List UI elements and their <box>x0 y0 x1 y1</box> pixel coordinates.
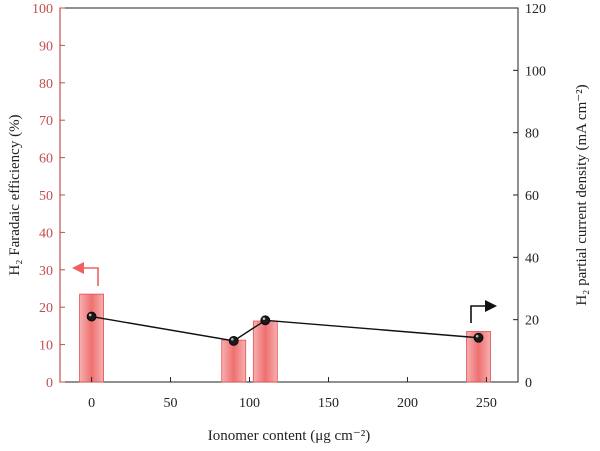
left-tick-label: 30 <box>39 264 53 279</box>
right-y-axis-label: H₂ partial current density (mA cm⁻²) <box>574 84 590 305</box>
right-tick-label: 120 <box>525 2 546 17</box>
left-tick-label: 90 <box>39 39 53 54</box>
series-point-highlight <box>88 313 92 317</box>
series-point-highlight <box>262 317 266 320</box>
series-point <box>228 335 239 346</box>
left-axis-ticks: 0 10 20 30 40 50 60 70 80 90 100 <box>32 2 65 391</box>
right-tick-label: 80 <box>525 127 539 142</box>
left-tick-label: 100 <box>32 2 53 17</box>
series-point-highlight <box>231 337 234 341</box>
x-tick-label: 0 <box>88 396 95 411</box>
right-axis-arrow <box>470 300 497 323</box>
right-tick-label: 20 <box>525 314 539 329</box>
x-tick-label: 100 <box>239 396 260 411</box>
bars-group <box>79 293 491 383</box>
bar <box>252 320 278 383</box>
x-tick-label: 50 <box>164 396 178 411</box>
right-axis-ticks: 0 20 40 60 80 100 120 <box>513 2 546 391</box>
left-tick-label: 20 <box>39 301 53 316</box>
series-point <box>86 311 97 322</box>
bar <box>221 339 247 383</box>
bar <box>79 293 104 383</box>
left-y-axis-label: H₂ Faradaic efficiency (%) <box>7 114 23 275</box>
plot-frame <box>59 7 519 383</box>
left-tick-label: 60 <box>39 152 53 167</box>
left-tick-label: 50 <box>39 189 53 204</box>
series-point-highlight <box>475 334 479 338</box>
left-tick-label: 40 <box>39 226 53 241</box>
left-tick-label: 70 <box>39 114 53 129</box>
line-series-group <box>86 311 484 346</box>
left-axis-arrow <box>72 262 99 286</box>
series-point <box>473 332 484 343</box>
series-line <box>91 315 479 342</box>
right-tick-label: 0 <box>525 376 532 391</box>
x-tick-label: 250 <box>476 396 497 411</box>
left-tick-label: 80 <box>39 77 53 92</box>
right-tick-label: 60 <box>525 189 539 204</box>
series-point <box>260 315 271 326</box>
x-tick-label: 200 <box>397 396 418 411</box>
left-tick-label: 0 <box>46 376 53 391</box>
left-tick-label: 10 <box>39 339 53 354</box>
x-axis-ticks: 0 50 100 150 200 250 <box>88 377 497 411</box>
x-tick-label: 150 <box>318 396 339 411</box>
right-tick-label: 100 <box>525 64 546 79</box>
right-tick-label: 40 <box>525 251 539 266</box>
x-axis-label: Ionomer content (μg cm⁻²) <box>208 428 371 444</box>
